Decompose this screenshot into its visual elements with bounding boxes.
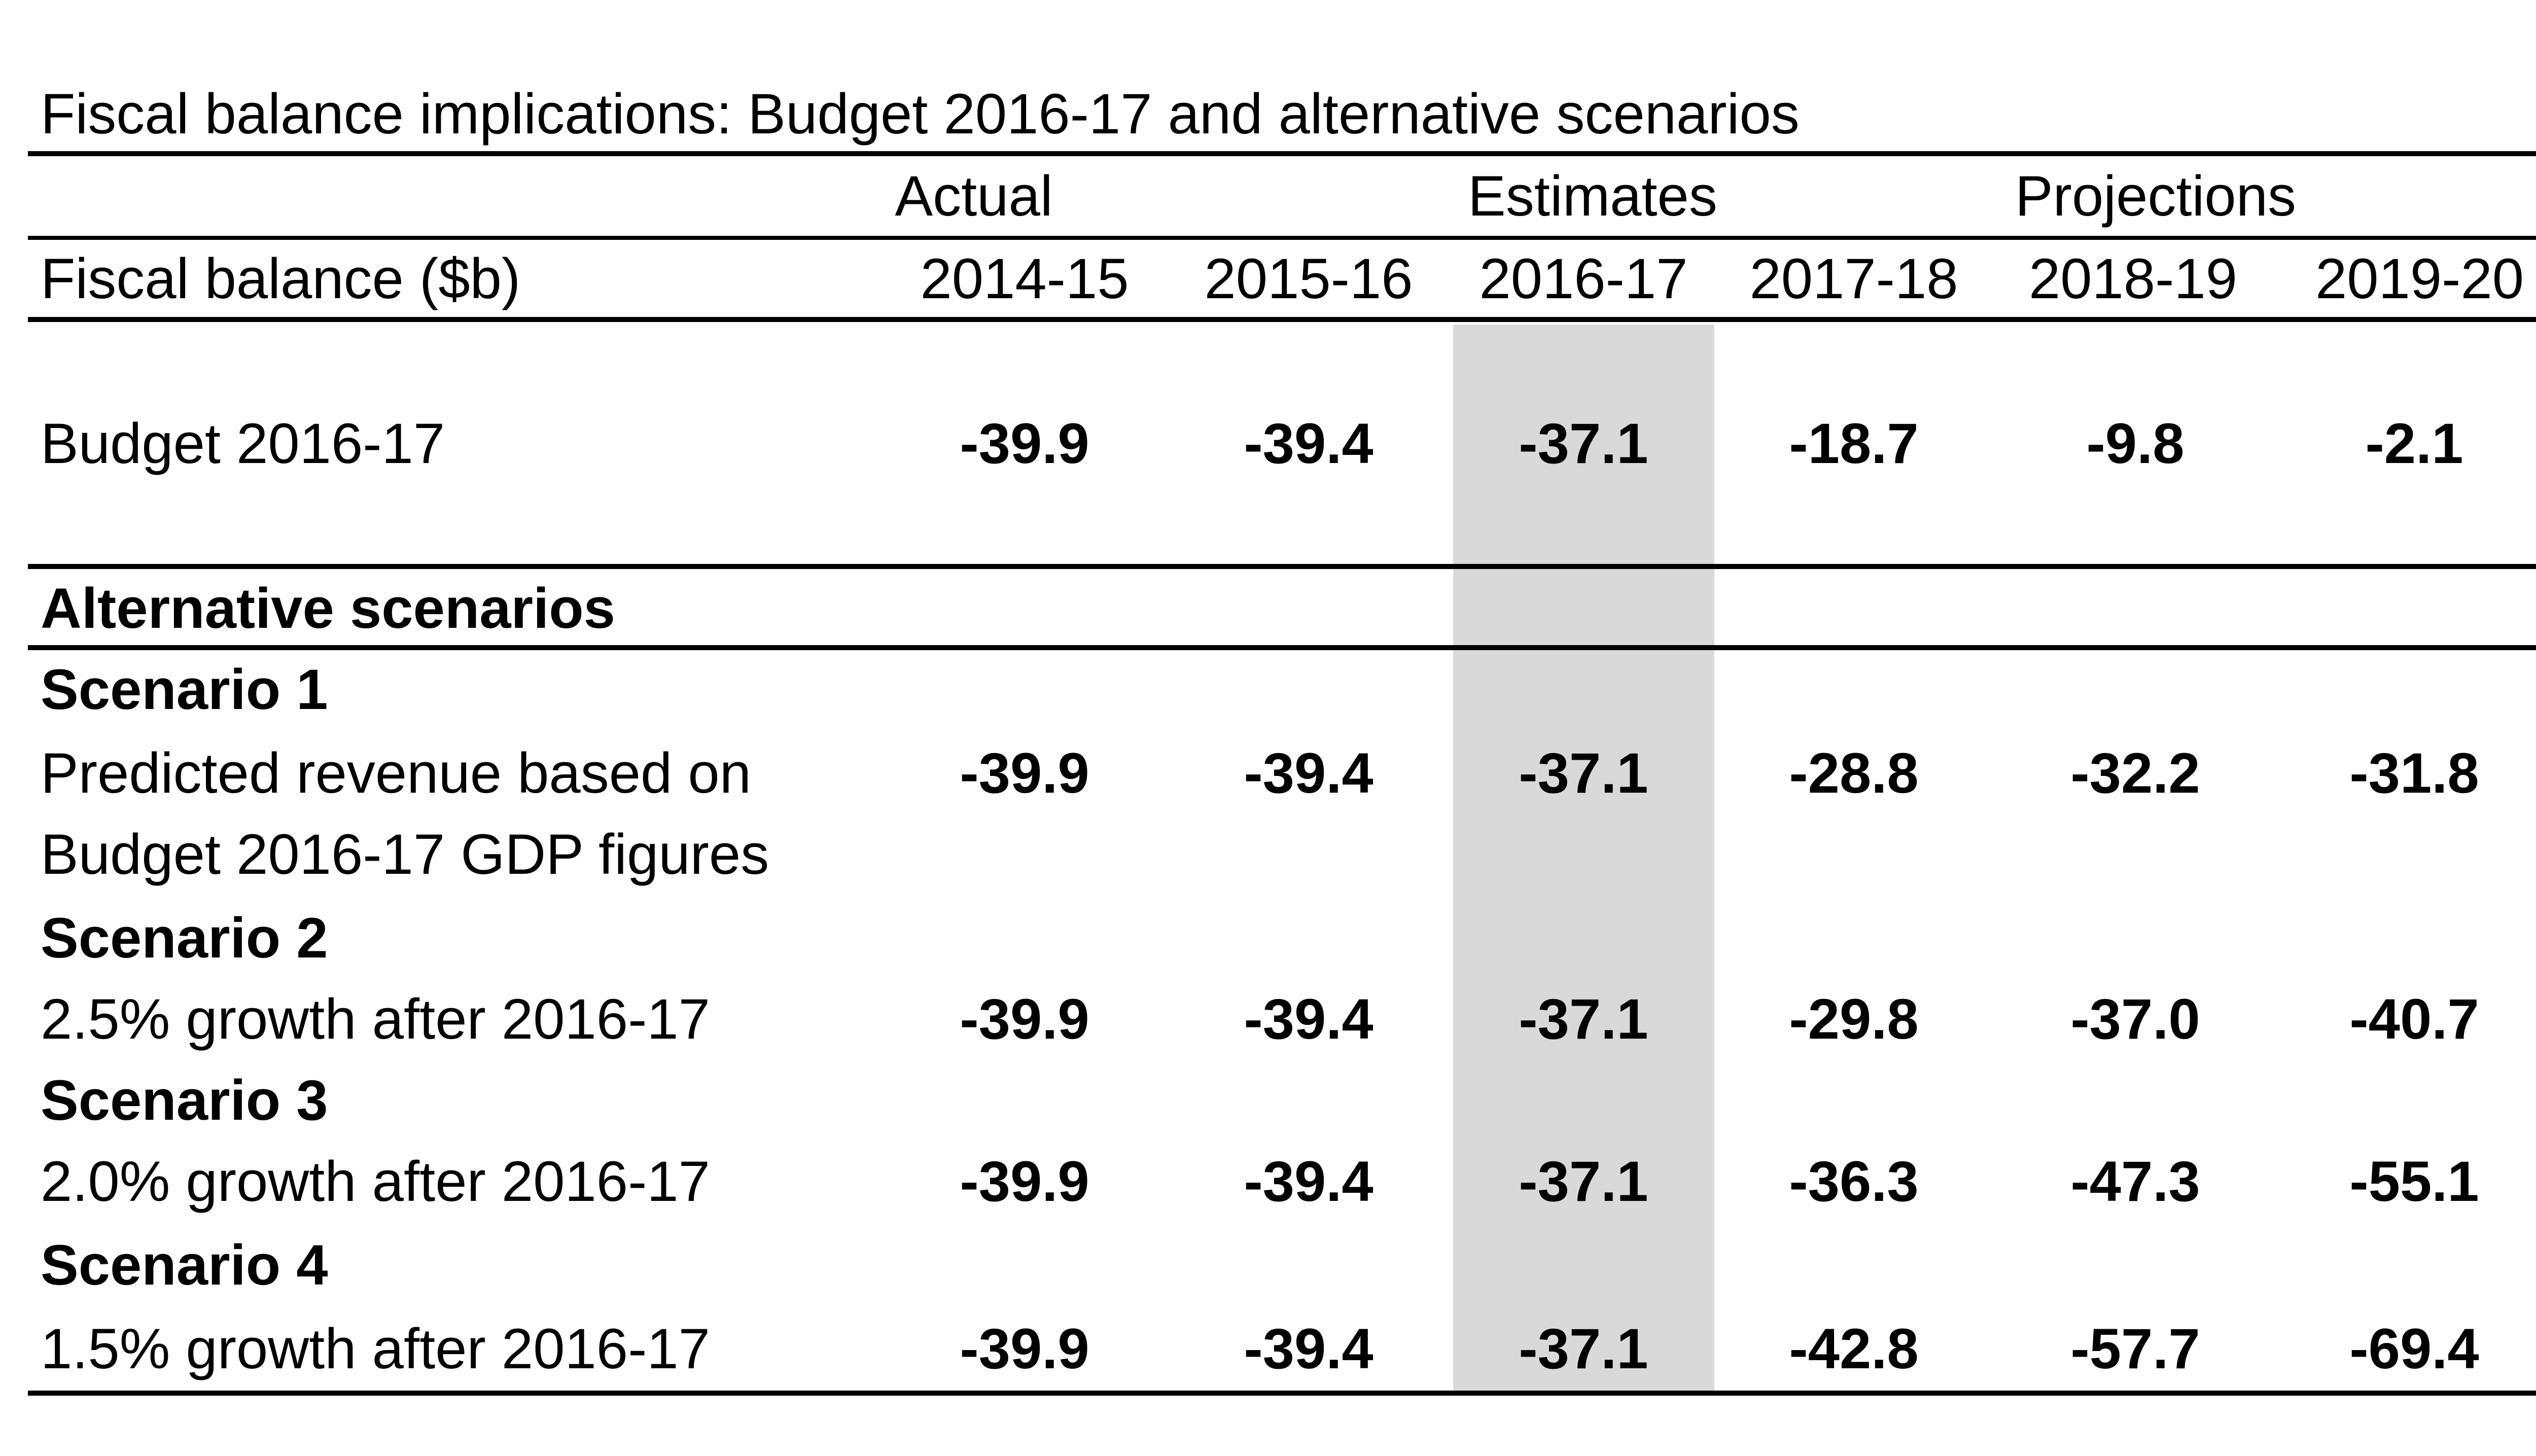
scenario-1-value-2017-18: -28.8 <box>1789 741 1919 805</box>
budget-value-2018-19: -9.8 <box>2086 412 2185 475</box>
scenario-1-desc-line2: Budget 2016-17 GDP figures <box>41 823 769 886</box>
rule-group <box>28 236 2536 240</box>
scenario-4-value-2019-20: -69.4 <box>2349 1317 2479 1380</box>
scenario-1-desc-line1: Predicted revenue based on <box>41 741 751 805</box>
year-2016-17: 2016-17 <box>1479 247 1688 310</box>
scenario-4-value-2018-19: -57.7 <box>2070 1317 2200 1380</box>
year-overflow-clip: 2018-19 2019-20 <box>1998 241 2536 317</box>
budget-value-2019-20: -2.1 <box>2365 412 2463 475</box>
highlight-column-2016-17 <box>1453 325 1714 1396</box>
scenario-2-value-2015-16: -39.4 <box>1244 987 1373 1051</box>
rule-budget <box>28 564 2536 569</box>
table-title: Fiscal balance implications: Budget 2016… <box>41 82 1800 146</box>
year-2017-18: 2017-18 <box>1749 247 1958 310</box>
alt-scenarios-header: Alternative scenarios <box>41 577 615 640</box>
scenario-2-value-2018-19: -37.0 <box>2070 987 2200 1051</box>
group-actual: Actual <box>895 164 1053 228</box>
scenario-3-value-2019-20: -55.1 <box>2349 1150 2479 1213</box>
scenario-2-value-2014-15: -39.9 <box>960 987 1089 1051</box>
group-projections: Projections <box>2015 164 2297 228</box>
scenario-4-name: Scenario 4 <box>41 1233 328 1297</box>
scenario-2-desc: 2.5% growth after 2016-17 <box>41 987 710 1051</box>
budget-value-2017-18: -18.7 <box>1789 412 1919 475</box>
rule-alt <box>28 645 2536 650</box>
scenario-4-desc: 1.5% growth after 2016-17 <box>41 1317 710 1380</box>
budget-value-2016-17: -37.1 <box>1519 412 1648 475</box>
scenario-1-value-2016-17: -37.1 <box>1519 741 1648 805</box>
scenario-3-desc: 2.0% growth after 2016-17 <box>41 1150 710 1213</box>
scenario-2-value-2016-17: -37.1 <box>1519 987 1648 1051</box>
rule-top <box>28 151 2536 156</box>
year-2015-16: 2015-16 <box>1204 247 1413 310</box>
scenario-3-name: Scenario 3 <box>41 1069 328 1132</box>
scenario-1-value-2014-15: -39.9 <box>960 741 1089 805</box>
year-2019-20: 2019-20 <box>2315 247 2524 310</box>
scenario-2-name: Scenario 2 <box>41 906 328 970</box>
scenario-3-value-2015-16: -39.4 <box>1244 1150 1373 1213</box>
scenario-1-value-2019-20: -31.8 <box>2349 741 2479 805</box>
scenario-3-value-2017-18: -36.3 <box>1789 1150 1919 1213</box>
year-2014-15: 2014-15 <box>920 247 1129 310</box>
scenario-3-value-2014-15: -39.9 <box>960 1150 1089 1213</box>
scenario-3-value-2018-19: -47.3 <box>2070 1150 2200 1213</box>
scenario-3-value-2016-17: -37.1 <box>1519 1150 1648 1213</box>
group-estimates: Estimates <box>1468 164 1717 228</box>
rule-years <box>28 317 2536 322</box>
scenario-4-value-2016-17: -37.1 <box>1519 1317 1648 1380</box>
scenario-1-value-2018-19: -32.2 <box>2070 741 2200 805</box>
scenario-2-value-2019-20: -40.7 <box>2349 987 2479 1051</box>
scenario-4-value-2017-18: -42.8 <box>1789 1317 1919 1380</box>
budget-value-2015-16: -39.4 <box>1244 412 1373 475</box>
scenario-4-value-2014-15: -39.9 <box>960 1317 1089 1380</box>
row-header-label: Fiscal balance ($b) <box>41 247 521 310</box>
scenario-4-value-2015-16: -39.4 <box>1244 1317 1373 1380</box>
scenario-1-name: Scenario 1 <box>41 658 328 721</box>
scenario-1-value-2015-16: -39.4 <box>1244 741 1373 805</box>
scenario-2-value-2017-18: -29.8 <box>1789 987 1919 1051</box>
rule-bottom <box>28 1391 2536 1396</box>
budget-label: Budget 2016-17 <box>41 412 445 475</box>
budget-value-2014-15: -39.9 <box>960 412 1089 475</box>
year-2018-19: 2018-19 <box>2029 247 2238 310</box>
